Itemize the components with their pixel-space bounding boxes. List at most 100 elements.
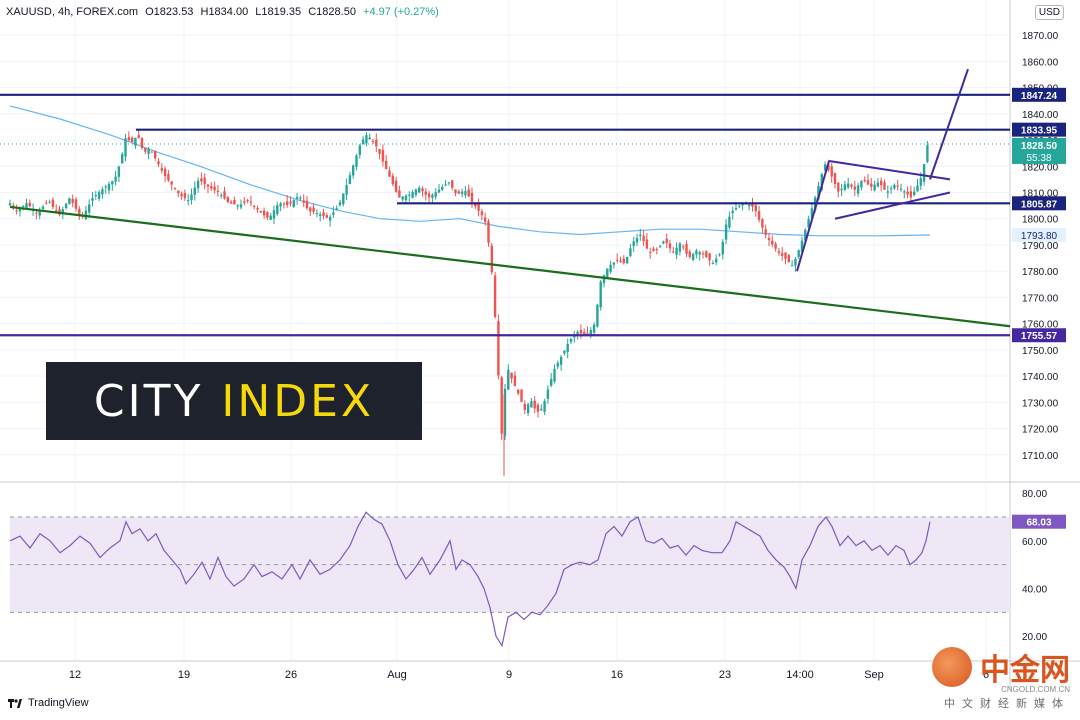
candle-body	[510, 372, 513, 379]
candle-body	[48, 201, 51, 203]
candle-body	[319, 214, 322, 216]
candle-body	[325, 215, 328, 218]
candle-body	[536, 404, 540, 412]
candle-body	[797, 250, 800, 257]
candle-body	[810, 208, 814, 219]
horizontal-levels[interactable]	[0, 93, 1010, 337]
candle-body	[655, 248, 658, 251]
candle-body	[503, 388, 507, 436]
tradingview-brand[interactable]: TradingView	[8, 697, 89, 709]
candle-body	[259, 210, 262, 213]
price-tick-label: 1750.00	[1022, 346, 1059, 357]
close-value: C1828.50	[308, 6, 356, 18]
price-tick-label: 1760.00	[1022, 320, 1059, 331]
candle-body	[787, 255, 790, 263]
candle-body	[378, 148, 381, 154]
candle-body	[771, 240, 774, 245]
candle-body	[190, 194, 193, 201]
candle-body	[154, 151, 157, 159]
candle-body	[540, 408, 543, 411]
candle-body	[391, 175, 394, 185]
candle-body	[418, 187, 421, 193]
candle-body	[302, 200, 305, 203]
level-badge	[1012, 196, 1066, 211]
candle-body	[127, 137, 130, 141]
countdown-label: 55:38	[1026, 153, 1051, 164]
currency-badge[interactable]: USD	[1034, 5, 1064, 20]
candle-body	[625, 257, 629, 264]
candle-body	[276, 205, 279, 215]
candle-body	[375, 139, 378, 147]
price-tick-label: 1730.00	[1022, 398, 1059, 409]
candle-body	[517, 389, 520, 394]
candle-body	[830, 166, 833, 177]
candle-body	[454, 189, 457, 194]
candle-body	[55, 210, 58, 213]
candle-body	[114, 176, 117, 182]
candle-body	[157, 161, 160, 165]
candle-body	[335, 208, 338, 210]
candle-body	[427, 193, 431, 198]
candle-body	[866, 180, 870, 185]
candle-body	[533, 400, 536, 409]
pattern-line	[828, 160, 951, 181]
time-tick-label: 14:00	[786, 669, 814, 681]
candle-body	[919, 178, 922, 186]
candle-body	[229, 201, 233, 204]
price-tick-label: 1860.00	[1022, 57, 1059, 68]
candle-body	[682, 246, 685, 248]
time-tick-label: 16	[611, 669, 623, 681]
candle-body	[401, 196, 404, 200]
time-tick-label: 9	[506, 669, 512, 681]
candle-body	[332, 212, 335, 215]
candle-body	[754, 205, 757, 212]
candle-body	[137, 135, 140, 138]
candle-body	[299, 197, 302, 199]
candle-body	[678, 243, 682, 252]
candle-body	[358, 145, 361, 155]
candle-body	[22, 205, 25, 208]
candle-body	[315, 212, 319, 214]
candle-body	[847, 183, 850, 188]
price-tick-label: 1780.00	[1022, 267, 1059, 278]
rsi-tick-label: 80.00	[1022, 489, 1047, 500]
level-badge	[1012, 87, 1066, 102]
candle-body	[840, 188, 843, 191]
candle-body	[886, 191, 889, 193]
candle-body	[121, 153, 124, 164]
candle-body	[583, 332, 586, 336]
pattern-lines[interactable]	[796, 68, 969, 272]
trendline[interactable]	[9, 205, 1011, 328]
candle-body	[381, 150, 385, 162]
candle-body	[487, 221, 490, 243]
low-value: L1819.35	[255, 6, 302, 18]
candle-body	[279, 203, 282, 207]
level-badge-label: 1755.57	[1021, 331, 1058, 342]
candle-body	[68, 198, 71, 205]
watermark-title: 中金网	[980, 653, 1070, 688]
candle-body	[817, 185, 820, 200]
candle-body	[757, 211, 761, 220]
candle-body	[187, 200, 190, 202]
candle-body	[35, 212, 38, 214]
time-tick-label: 12	[69, 669, 81, 681]
candle-body	[649, 251, 652, 253]
candle-body	[352, 165, 355, 176]
candle-body	[612, 262, 616, 265]
candle-body	[193, 187, 196, 195]
candle-body	[658, 245, 662, 247]
rsi-badge	[1012, 514, 1066, 529]
candle-body	[243, 201, 246, 203]
rsi-tick-label: 60.00	[1022, 537, 1047, 548]
candle-body	[896, 185, 899, 187]
candle-body	[180, 193, 183, 197]
symbol-label[interactable]: XAUUSD, 4h, FOREX.com	[6, 6, 139, 18]
candle-body	[163, 168, 167, 176]
candle-body	[28, 202, 31, 207]
candle-body	[566, 343, 569, 352]
candle-body	[431, 194, 434, 198]
candle-body	[665, 238, 668, 243]
candle-body	[97, 192, 101, 199]
candle-body	[513, 375, 517, 387]
